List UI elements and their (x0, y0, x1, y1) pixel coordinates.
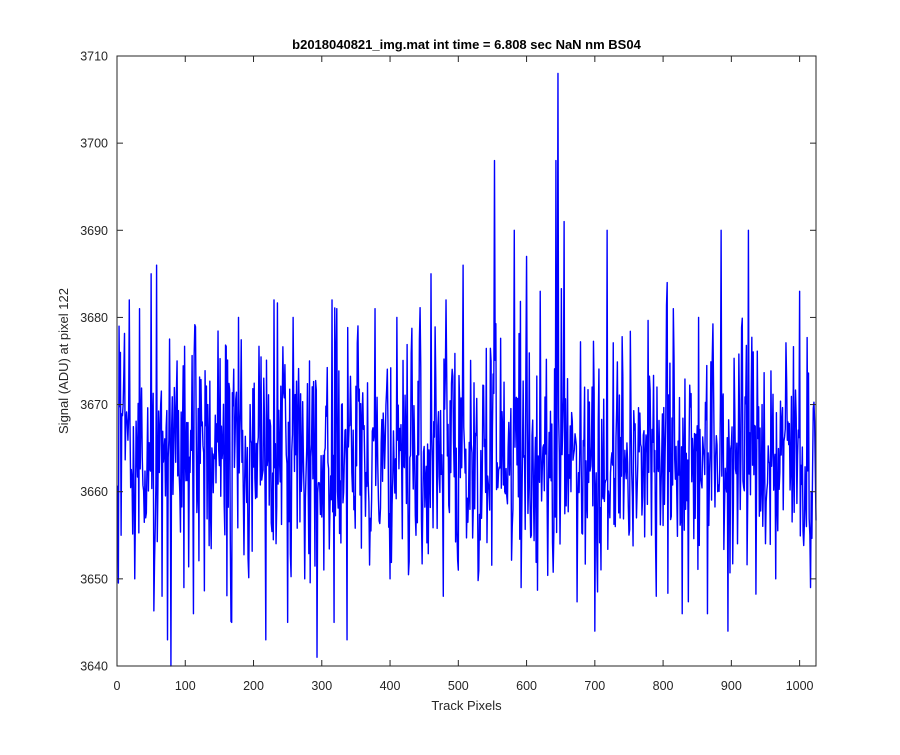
x-tick-label: 1000 (786, 679, 814, 693)
x-tick-label: 400 (380, 679, 401, 693)
y-tick-label: 3660 (80, 485, 108, 499)
axis-ticks (116, 55, 816, 667)
x-tick-label: 800 (653, 679, 674, 693)
x-tick-label: 0 (114, 679, 121, 693)
axis-tick-labels: 0 100 200 300 400 500 600 700 800 900 1000 3640 3650… (80, 50, 813, 694)
y-axis-label: Signal (ADU) at pixel 122 (56, 288, 71, 434)
signal-series (116, 72, 817, 667)
signal-line (116, 72, 817, 667)
x-tick-label: 600 (516, 679, 537, 693)
y-tick-label: 3690 (80, 224, 108, 238)
x-axis-label: Track Pixels (431, 698, 502, 713)
plot-frame (116, 55, 817, 667)
plot-background (117, 56, 816, 666)
y-tick-label: 3700 (80, 137, 108, 151)
x-tick-label: 300 (311, 679, 332, 693)
y-tick-label: 3710 (80, 50, 108, 64)
x-tick-label: 100 (175, 679, 196, 693)
y-tick-label: 3680 (80, 311, 108, 325)
x-tick-label: 500 (448, 679, 469, 693)
y-tick-label: 3640 (80, 660, 108, 674)
y-tick-label: 3650 (80, 572, 108, 586)
chart-title: b2018040821_img.mat int time = 6.808 sec… (292, 37, 641, 52)
y-tick-label: 3670 (80, 398, 108, 412)
x-tick-label: 700 (584, 679, 605, 693)
x-tick-label: 900 (721, 679, 742, 693)
x-tick-label: 200 (243, 679, 264, 693)
